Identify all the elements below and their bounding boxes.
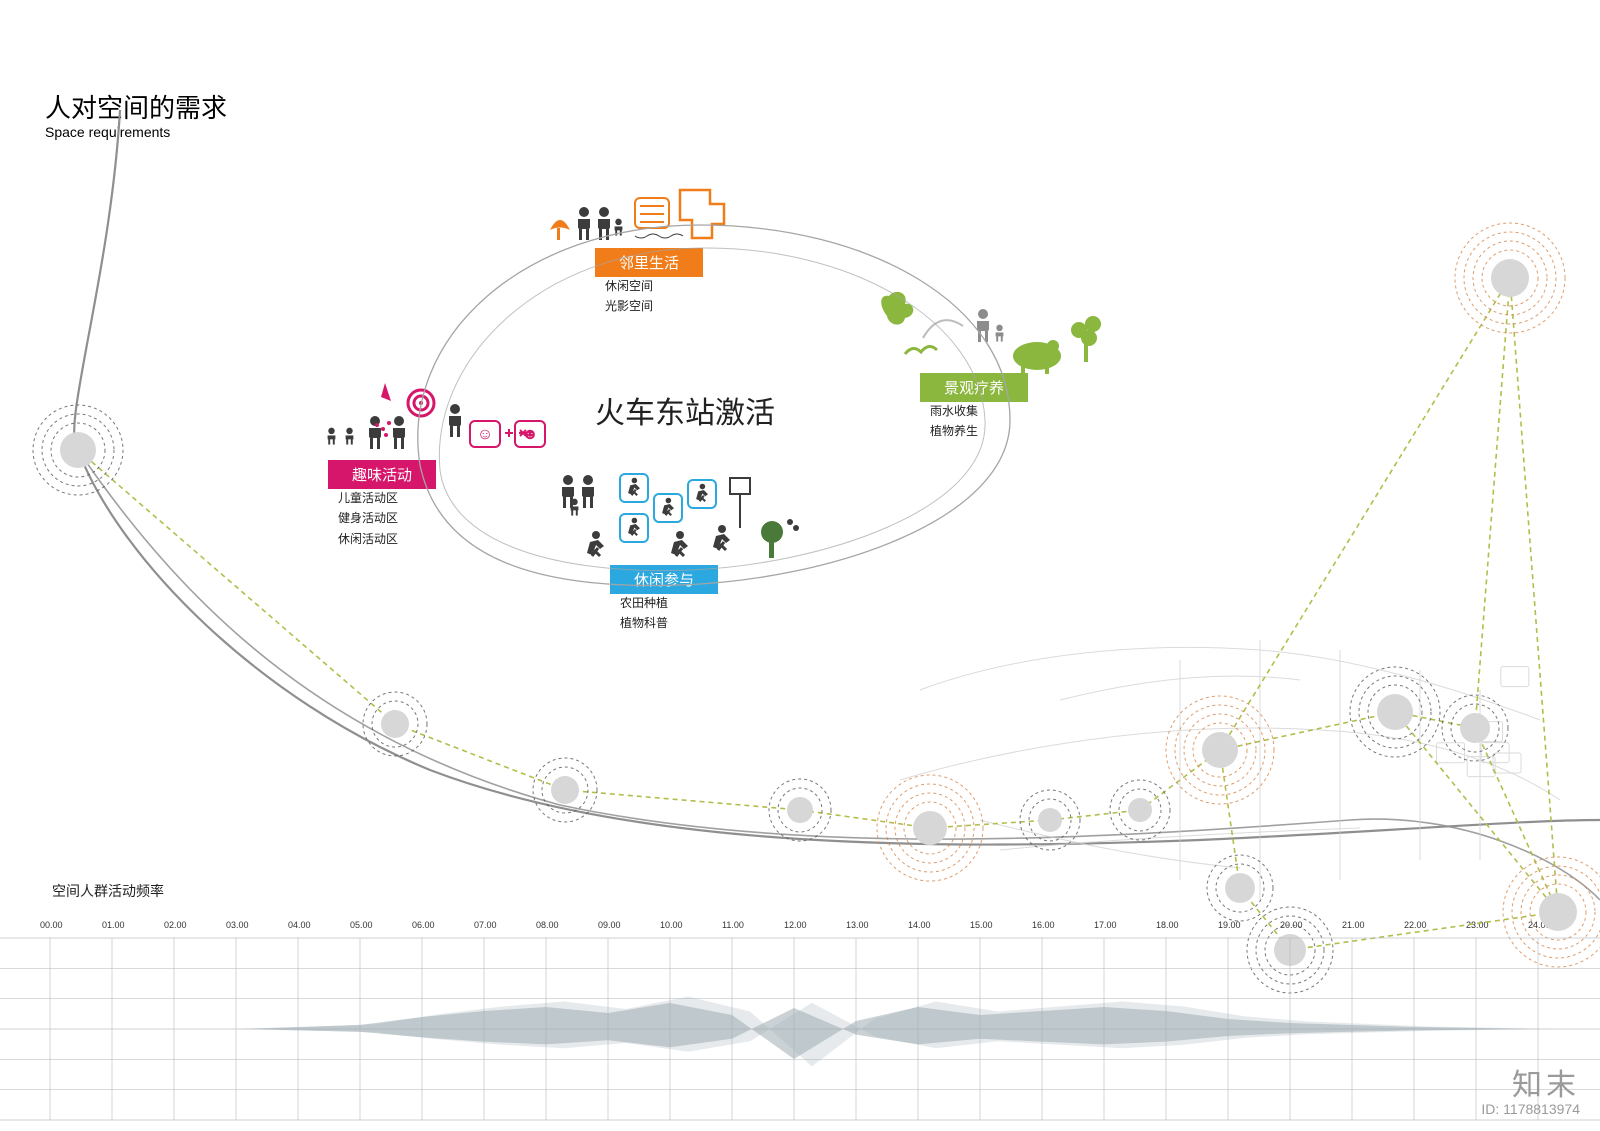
center-title: 火车东站激活 — [595, 388, 775, 432]
title-cn: 人对空间的需求 — [45, 88, 227, 125]
neighborhood-icons — [540, 170, 760, 253]
leisure-icons — [550, 468, 810, 573]
watermark: 知末 ID: 1178813974 — [1481, 1069, 1580, 1117]
category-landscape-subs: 雨水收集植物养生 — [930, 401, 978, 442]
category-leisure-subs: 农田种植植物科普 — [620, 593, 668, 634]
landscape-icons — [875, 290, 1115, 381]
activities-icons: ☺☻ — [315, 365, 555, 470]
svg-text:☺: ☺ — [477, 426, 493, 443]
chart-title: 空间人群活动频率 — [52, 881, 164, 901]
category-neighborhood-subs: 休闲空间光影空间 — [605, 276, 653, 317]
category-activities-subs: 儿童活动区健身活动区休闲活动区 — [338, 488, 398, 549]
svg-text:☻: ☻ — [522, 426, 539, 443]
title-en: Space requirements — [45, 124, 170, 140]
